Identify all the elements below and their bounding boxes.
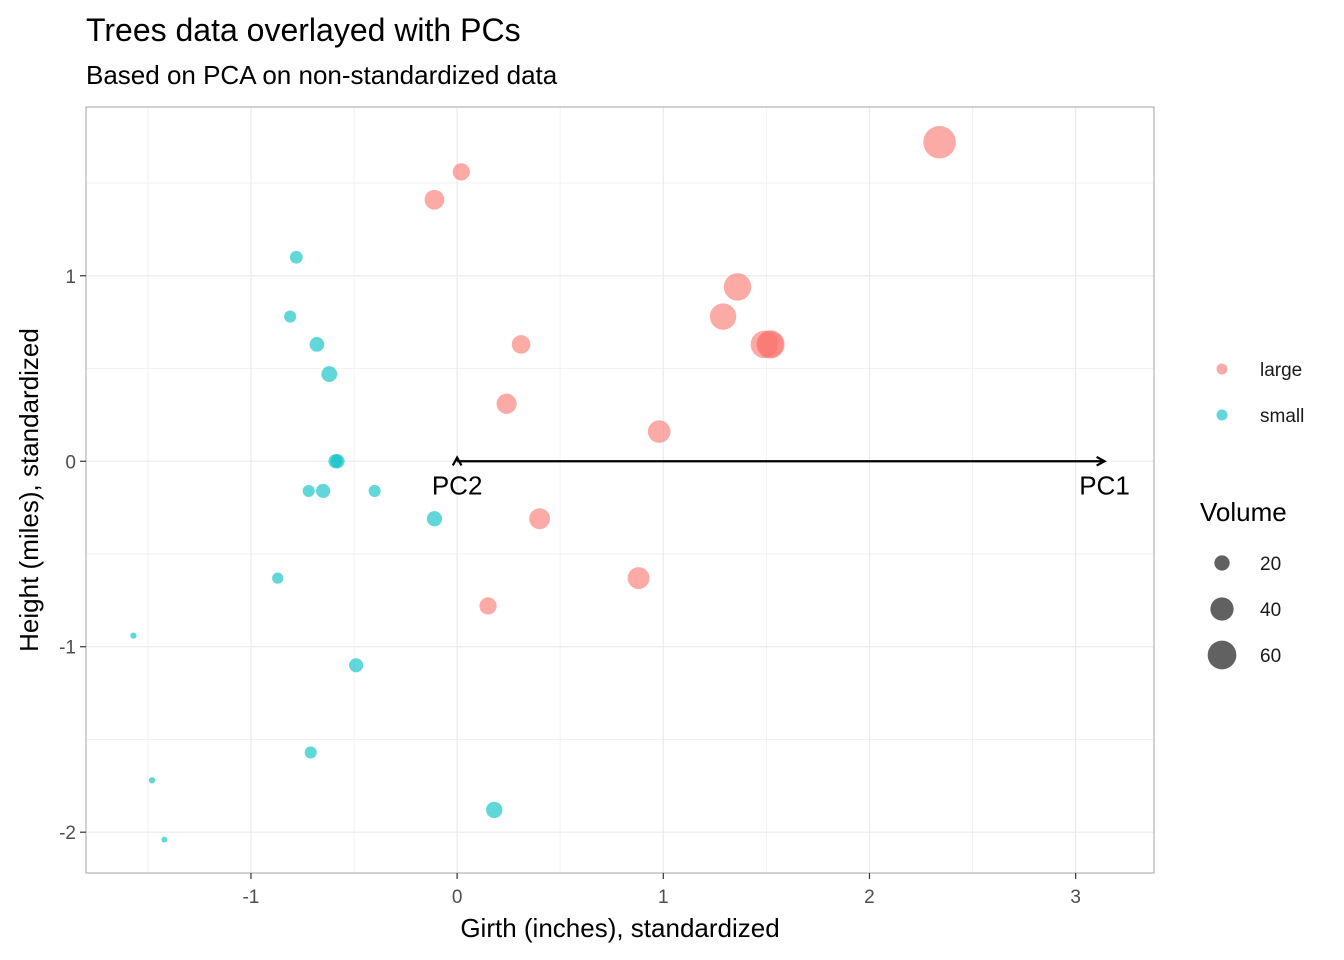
legend-key-large — [1216, 363, 1228, 375]
size-legend-key — [1214, 555, 1230, 571]
data-point-large — [496, 393, 517, 414]
data-point-large — [511, 335, 531, 354]
size-legend: Volume 20 40 60 — [1200, 497, 1287, 670]
data-point-large — [424, 189, 445, 210]
pc-arrow-label: PC2 — [432, 470, 483, 500]
data-point-small — [321, 366, 338, 382]
x-tick-label: 1 — [658, 887, 669, 908]
data-points — [130, 125, 956, 843]
legend-label-small: small — [1260, 406, 1304, 427]
data-point-large — [723, 273, 752, 301]
axis-ticks: -1 0 1 2 3 -2 -1 0 1 — [59, 267, 1081, 908]
color-legend: large small — [1216, 360, 1304, 427]
pc-arrow-label: PC1 — [1079, 470, 1130, 500]
x-tick-label: -1 — [242, 887, 259, 908]
data-point-small — [316, 483, 331, 498]
data-point-large — [479, 597, 497, 615]
data-point-small — [304, 746, 317, 759]
data-point-small — [284, 310, 297, 323]
y-tick-label: -1 — [59, 638, 76, 659]
size-legend-label: 40 — [1260, 600, 1281, 621]
data-point-large — [923, 125, 956, 159]
data-point-small — [426, 511, 443, 527]
plot-panel-border — [85, 106, 1155, 874]
data-point-large — [757, 331, 784, 358]
data-point-small — [328, 454, 343, 469]
data-point-large — [647, 420, 671, 443]
data-point-large — [529, 508, 551, 530]
data-point-large — [709, 303, 737, 330]
y-tick-label: 1 — [65, 267, 76, 288]
data-point-large — [627, 567, 650, 590]
x-tick-label: 3 — [1070, 887, 1081, 908]
y-tick-label: 0 — [65, 452, 76, 473]
chart-subtitle: Based on PCA on non-standardized data — [86, 60, 558, 90]
y-tick-label: -2 — [59, 823, 76, 844]
size-legend-label: 20 — [1260, 554, 1281, 575]
pc-arrow-head — [451, 455, 463, 466]
pc-arrows: PC1 PC2 — [432, 455, 1130, 500]
data-point-small — [349, 658, 364, 673]
y-axis-title: Height (miles), standardized — [14, 328, 44, 652]
data-point-small — [272, 572, 284, 584]
legend-label-large: large — [1260, 360, 1302, 381]
chart-title: Trees data overlayed with PCs — [86, 12, 521, 48]
legend-key-small — [1216, 409, 1228, 421]
size-legend-key — [1207, 640, 1237, 670]
data-point-small — [302, 484, 315, 497]
data-point-small — [486, 801, 503, 819]
pc-arrow-head — [1096, 455, 1107, 467]
data-point-large — [452, 163, 470, 181]
data-point-small — [289, 250, 303, 264]
size-legend-key — [1210, 597, 1234, 621]
data-point-small — [161, 836, 168, 843]
x-tick-label: 2 — [864, 887, 875, 908]
data-point-small — [368, 484, 381, 497]
data-point-small — [148, 777, 156, 784]
size-legend-label: 60 — [1260, 646, 1281, 667]
data-point-small — [130, 632, 137, 639]
plot-panel — [86, 107, 1154, 873]
x-axis-title: Girth (inches), standardized — [460, 913, 779, 943]
x-tick-label: 0 — [452, 887, 463, 908]
size-legend-title: Volume — [1200, 497, 1287, 527]
data-point-small — [309, 337, 325, 352]
